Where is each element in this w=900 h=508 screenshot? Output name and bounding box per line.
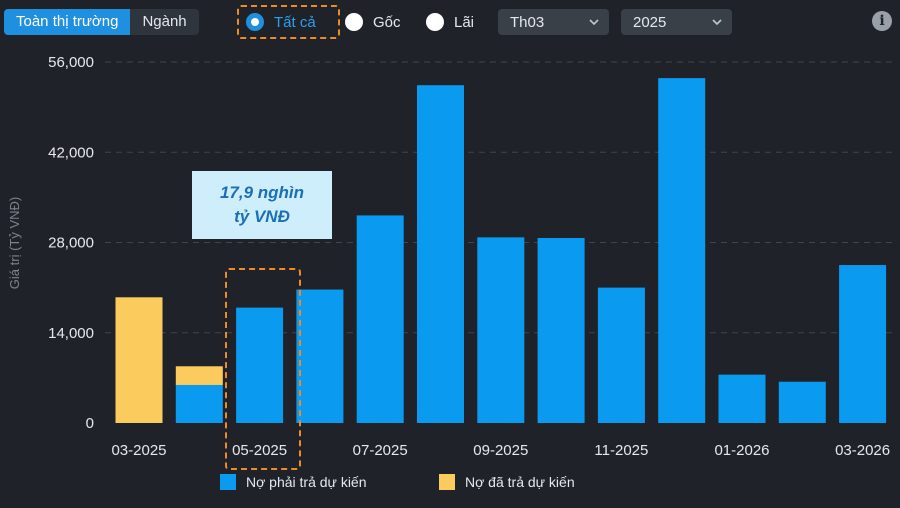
chevron-down-icon <box>589 19 599 26</box>
toolbar: Toàn thị trường Ngành Tất cả Gốc Lãi Th0… <box>0 0 900 42</box>
legend-item-projected[interactable]: Nợ phải trả dự kiến <box>220 474 367 490</box>
x-tick-label: 11-2025 <box>594 442 648 459</box>
year-select-value: 2025 <box>633 13 667 31</box>
y-axis-label: Giá trị (Tỷ VNĐ) <box>7 197 22 289</box>
annotation-callout: 17,9 nghìn tỷ VNĐ <box>192 171 332 239</box>
x-tick-label: 01-2026 <box>714 442 769 459</box>
y-tick-label: 14,000 <box>48 325 94 342</box>
x-tick-label: 05-2025 <box>232 442 287 459</box>
y-axis-ticks: 0 14,000 28,000 42,000 56,000 <box>48 54 94 432</box>
radio-unchecked-icon <box>426 13 444 31</box>
radio-interest-label: Lãi <box>454 13 475 31</box>
legend-item-paid[interactable]: Nợ đã trả dự kiến <box>439 474 575 490</box>
bar-projected[interactable] <box>537 237 585 423</box>
highlight-box-may-2025 <box>225 268 301 470</box>
legend-swatch-paid <box>439 474 455 490</box>
month-select-value: Th03 <box>510 13 545 31</box>
radio-all[interactable]: Tất cả <box>246 11 316 33</box>
radio-all-label: Tất cả <box>274 13 316 31</box>
y-tick-label: 28,000 <box>48 235 94 252</box>
x-axis-ticks: 03-2025 05-2025 07-2025 09-2025 11-2025 01-20… <box>111 442 890 459</box>
bar-paid[interactable] <box>175 366 223 385</box>
month-select[interactable]: Th03 <box>498 9 609 35</box>
radio-principal-label: Gốc <box>373 13 401 31</box>
legend-label-paid: Nợ đã trả dự kiến <box>465 474 575 490</box>
bar-paid[interactable] <box>115 297 163 423</box>
bar-projected[interactable] <box>597 287 645 423</box>
bar-projected[interactable] <box>296 289 344 423</box>
bar-projected[interactable] <box>839 265 887 423</box>
bar-projected[interactable] <box>778 381 826 423</box>
legend-label-projected: Nợ phải trả dự kiến <box>246 474 367 490</box>
info-icon[interactable]: i <box>872 11 892 31</box>
bar-projected[interactable] <box>718 374 766 423</box>
y-tick-label: 56,000 <box>48 54 94 71</box>
scope-toggle: Toàn thị trường Ngành <box>4 9 199 35</box>
radio-checked-icon <box>246 13 264 31</box>
x-tick-label: 03-2025 <box>111 442 166 459</box>
x-tick-label: 03-2026 <box>835 442 890 459</box>
bar-projected[interactable] <box>356 215 404 423</box>
tab-market[interactable]: Toàn thị trường <box>4 9 131 35</box>
radio-unchecked-icon <box>345 13 363 31</box>
annotation-line-1: 17,9 nghìn <box>219 183 305 202</box>
annotation-line-2: tỷ VNĐ <box>234 207 290 226</box>
bar-projected[interactable] <box>175 384 223 423</box>
chevron-down-icon <box>712 19 722 26</box>
bar-projected[interactable] <box>417 85 464 423</box>
radio-principal[interactable]: Gốc <box>345 11 401 33</box>
bar-projected[interactable] <box>658 78 706 423</box>
bar-projected[interactable] <box>477 237 525 423</box>
x-tick-label: 07-2025 <box>353 442 408 459</box>
bars <box>115 78 887 423</box>
radio-interest[interactable]: Lãi <box>426 11 474 33</box>
bar-projected[interactable] <box>236 307 284 423</box>
year-select[interactable]: 2025 <box>621 9 732 35</box>
x-tick-label: 09-2025 <box>473 442 528 459</box>
legend-swatch-projected <box>220 474 236 490</box>
y-tick-label: 0 <box>86 415 94 432</box>
y-tick-label: 42,000 <box>48 144 94 161</box>
highlight-box-filter <box>237 5 340 39</box>
tab-sector[interactable]: Ngành <box>130 9 199 35</box>
